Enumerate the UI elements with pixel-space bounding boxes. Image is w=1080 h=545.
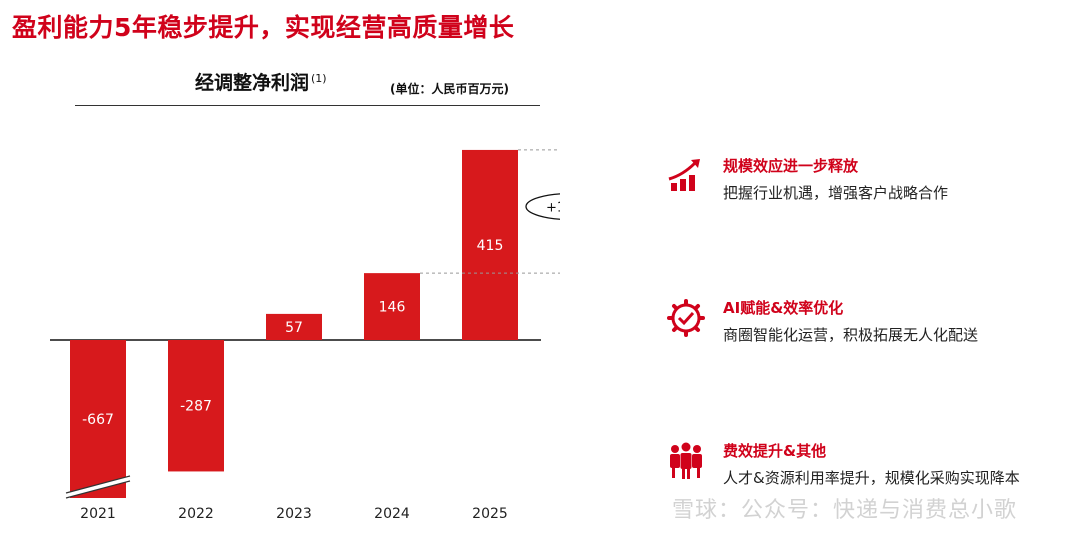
x-tick-label-2023: 2023 — [276, 506, 312, 522]
data-label-2023: 57 — [285, 320, 303, 336]
bar-2022 — [168, 340, 224, 472]
bar-2025 — [462, 149, 518, 340]
panel-heading: 规模效应进一步释放 — [723, 157, 859, 175]
panel-desc: 商圈智能化运营，积极拓展无人化配送 — [723, 326, 979, 344]
axis-break-line — [65, 480, 131, 499]
page-title: 盈利能力5年稳步提升，实现经营高质量增长 — [12, 13, 515, 42]
watermark: 雪球：公众号：快递与消费总小歌 — [672, 498, 1018, 523]
people-group-icon — [670, 442, 702, 479]
panel-heading: 费效提升&其他 — [723, 442, 827, 460]
x-tick-label-2024: 2024 — [374, 506, 410, 522]
axis-break-line — [65, 475, 131, 494]
x-tick-label-2025: 2025 — [472, 506, 508, 522]
data-label-2021: -667 — [82, 412, 114, 428]
chart-title-text: 经调整净利润 — [195, 72, 310, 94]
bar-2024 — [364, 273, 420, 340]
panel-desc: 人才&资源利用率提升，规模化采购实现降本 — [723, 469, 1020, 487]
x-tick-label-2022: 2022 — [178, 506, 214, 522]
growth-badge — [525, 193, 560, 220]
data-label-2024: 146 — [379, 300, 406, 316]
title-divider — [75, 105, 540, 106]
bar-2021 — [70, 340, 126, 498]
chart-title: 经调整净利润 (1) — [195, 68, 327, 95]
chart-title-footnote: (1) — [311, 71, 327, 85]
net-profit-chart: -667 2021 -287 2022 57 2023 146 2024 415 2025 +184… — [50, 149, 560, 522]
unit-label: (单位：人民币百万元) — [390, 82, 509, 96]
data-label-2022: -287 — [180, 399, 212, 415]
bar-2023 — [266, 313, 322, 340]
growth-badge-label: +184% — [546, 201, 560, 216]
panel-desc: 把握行业机遇，增强客户战略合作 — [723, 184, 949, 202]
axis-break-mark — [66, 476, 130, 498]
gear-check-icon — [667, 299, 705, 337]
panel-heading: AI赋能&效率优化 — [723, 299, 844, 317]
data-label-2025: 415 — [477, 238, 504, 254]
x-tick-label-2021: 2021 — [80, 506, 116, 522]
growth-chart-icon — [668, 159, 700, 191]
